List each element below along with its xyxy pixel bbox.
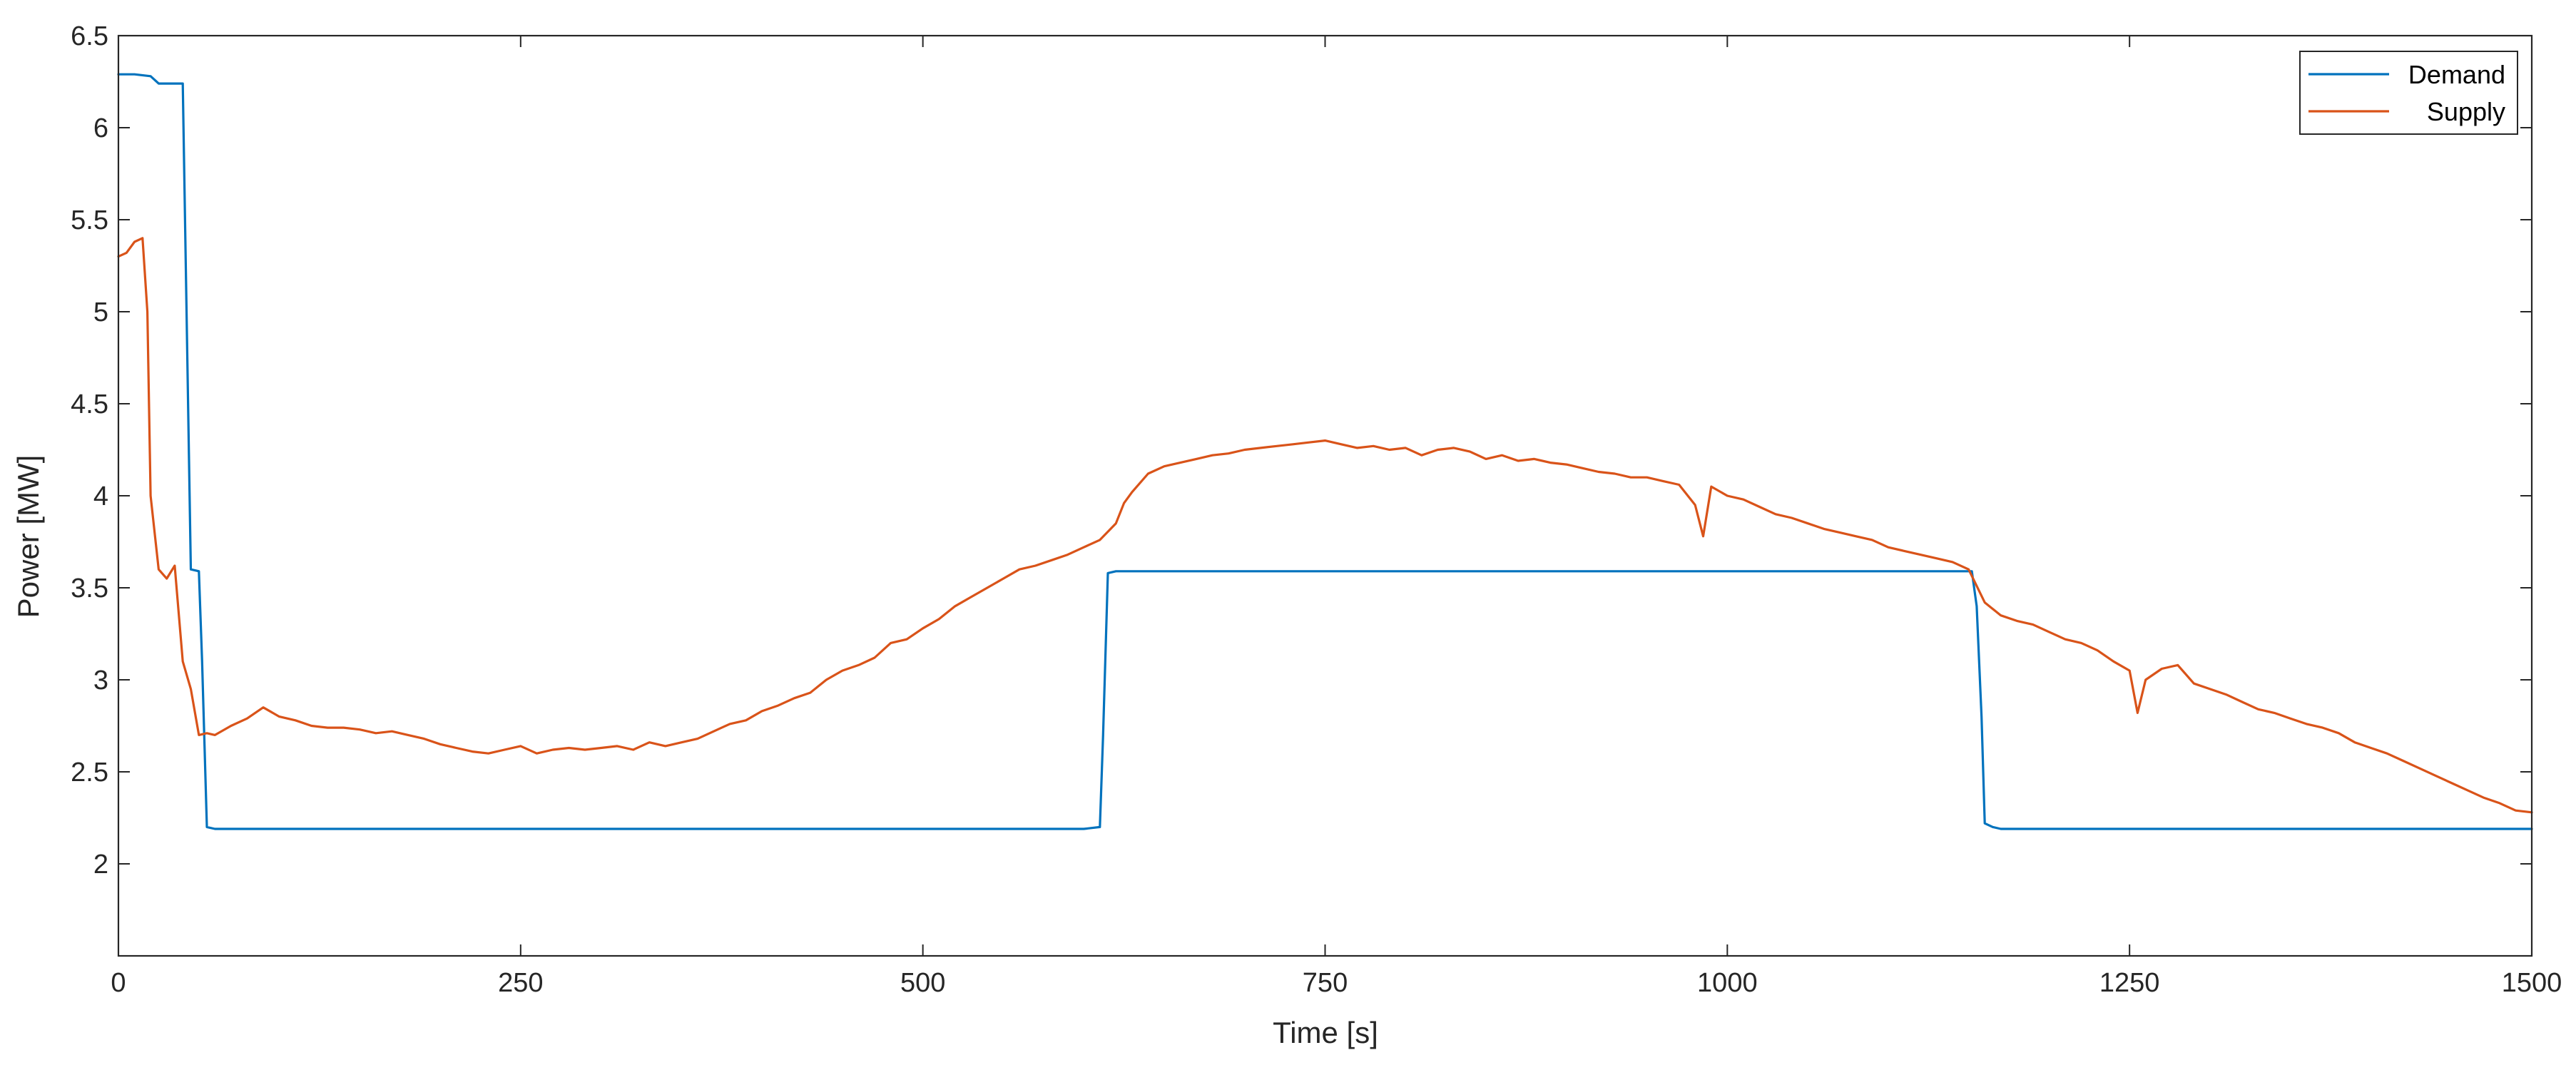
y-tick-label: 3.5	[71, 574, 108, 603]
x-tick-label: 0	[111, 968, 126, 998]
tick-marks	[118, 35, 2532, 956]
y-tick-label: 5	[93, 297, 108, 327]
tick-labels: 0 250 500 750 1000 1250 1500 2 2.5 3 3.5 4 4.5 5 5.5 6 6…	[71, 21, 2562, 998]
x-tick-label: 1500	[2502, 968, 2562, 998]
series-lines	[117, 73, 2533, 830]
legend-label-demand: Demand	[2408, 60, 2505, 89]
plot-background	[118, 36, 2532, 956]
legend-label-supply: Supply	[2427, 97, 2505, 126]
x-tick-label: 1000	[1697, 968, 1758, 998]
y-tick-label: 2.5	[71, 758, 108, 788]
legend-box	[2299, 51, 2518, 135]
plot-area	[118, 36, 2532, 956]
y-tick-label: 6.5	[71, 21, 108, 51]
x-axis-label: Time [s]	[1273, 1016, 1378, 1049]
legend: Demand Supply	[2299, 51, 2518, 135]
y-tick-label: 4	[93, 482, 108, 511]
x-tick-label: 250	[498, 968, 543, 998]
x-tick-label: 1250	[2099, 968, 2160, 998]
x-tick-label: 750	[1303, 968, 1348, 998]
y-tick-label: 5.5	[71, 205, 108, 235]
series-line-supply	[117, 237, 2533, 814]
y-axis-label: Power [MW]	[11, 455, 45, 618]
y-tick-label: 3	[93, 666, 108, 696]
y-tick-label: 6	[93, 113, 108, 143]
y-tick-label: 4.5	[71, 389, 108, 419]
series-line-demand	[117, 73, 2533, 830]
y-tick-label: 2	[93, 850, 108, 880]
x-tick-label: 500	[900, 968, 945, 998]
